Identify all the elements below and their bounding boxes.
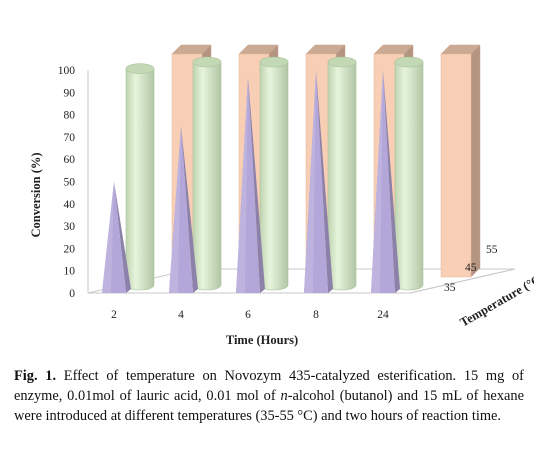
bar-cylinder (327, 56, 357, 291)
y-tick-labels: 0 10 20 30 40 50 60 70 80 90 100 (58, 65, 76, 300)
y-tick-label: 60 (64, 154, 76, 166)
y-tick-label: 20 (64, 243, 76, 255)
x-axis-title: Time (Hours) (226, 333, 298, 347)
x-tick-label: 6 (245, 309, 251, 321)
bar-cylinder (259, 56, 289, 291)
bar-cylinder (192, 56, 222, 291)
bar-pyramid (371, 70, 400, 293)
z-tick-label: 35 (444, 282, 456, 294)
bar-pyramid (102, 181, 131, 293)
chart-walls (87, 70, 516, 294)
y-tick-label: 40 (64, 199, 76, 211)
z-tick-label: 45 (465, 262, 477, 274)
x-tick-labels: 2 4 6 8 24 (111, 309, 389, 321)
caption-text-a: Effect of temperature on Novozym 435-cat… (14, 368, 524, 404)
y-tick-label: 80 (64, 110, 76, 122)
z-axis-line (409, 268, 516, 294)
bar-cylinder (125, 63, 155, 291)
x-tick-label: 4 (178, 309, 184, 321)
caption-text-b: -alcohol (butanol) and 15 mL of hexane w… (14, 388, 524, 424)
x-tick-label: 2 (111, 309, 117, 321)
y-tick-label: 100 (58, 65, 76, 77)
caption-label: Fig. 1. (14, 368, 57, 384)
y-tick-label: 10 (64, 266, 76, 278)
z-axis-title: Temperature (°C) (458, 270, 534, 330)
series-35-bars (102, 70, 400, 293)
bar-cylinder (394, 56, 424, 291)
caption-text-italic: n (280, 388, 288, 404)
y-tick-label: 0 (69, 288, 75, 300)
series-45-bars (125, 56, 424, 291)
y-tick-label: 50 (64, 177, 76, 189)
z-tick-labels: 35 45 55 (444, 244, 498, 294)
y-tick-label: 90 (64, 87, 76, 99)
z-tick-label: 55 (486, 244, 498, 256)
bar-pyramid (304, 70, 333, 293)
bar-pyramid (169, 125, 198, 293)
y-axis-title: Conversion (%) (29, 152, 43, 237)
bar-box (440, 44, 481, 278)
y-tick-label: 30 (64, 221, 76, 233)
x-tick-label: 24 (377, 309, 389, 321)
bar-pyramid (236, 76, 265, 293)
y-tick-label: 70 (64, 132, 76, 144)
x-tick-label: 8 (313, 309, 319, 321)
figure-caption: Fig. 1. Effect of temperature on Novozym… (14, 366, 524, 426)
